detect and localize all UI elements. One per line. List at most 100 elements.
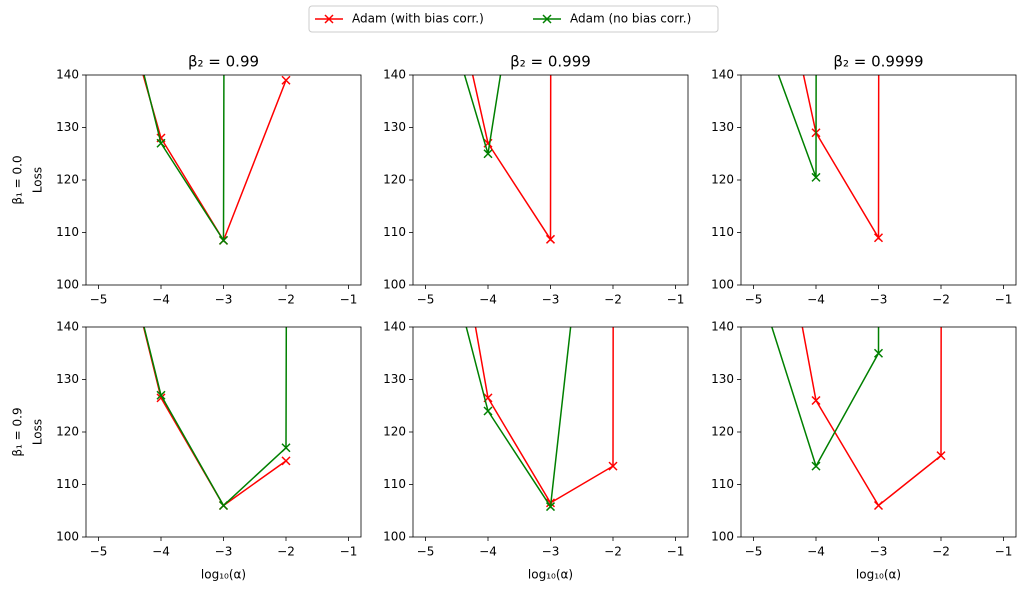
subplot: −5 −4 −3 −2 −1 100 110 120 130 140 log₁₀(α) (711, 61, 1017, 582)
line (777, 75, 817, 178)
y-tick-label: 140 (711, 320, 734, 334)
x-tick-label: −3 (870, 293, 888, 307)
marker (281, 456, 291, 466)
marker (156, 138, 166, 148)
marker (873, 348, 884, 358)
marker (936, 451, 946, 461)
marker (422, 40, 430, 48)
x-axis-label: log₁₀(α) (528, 568, 573, 582)
y-tick-label: 130 (56, 120, 79, 134)
x-tick-label: −4 (807, 545, 825, 559)
row-label: β₁ = 0.0 (11, 155, 25, 204)
subplot-title: β₂ = 0.99 (188, 53, 259, 71)
marker (811, 172, 821, 182)
y-tick-label: 110 (711, 225, 734, 239)
subplot: −5 −4 −3 −2 −1 100 110 120 130 140 β₂ = 0.999 (383, 53, 689, 307)
y-tick-label: 100 (383, 530, 406, 544)
x-axis-label: log₁₀(α) (201, 568, 246, 582)
y-tick-label: 140 (56, 320, 79, 334)
x-tick-label: −2 (604, 545, 622, 559)
x-tick-label: −1 (995, 545, 1013, 559)
x-tick-label: −2 (277, 545, 295, 559)
y-tick-label: 110 (383, 477, 406, 491)
y-tick-label: 130 (383, 120, 406, 134)
marker (608, 461, 618, 471)
y-tick-label: 140 (711, 68, 734, 82)
legend-label: Adam (no bias corr.) (570, 12, 691, 26)
y-tick-label: 120 (711, 425, 734, 439)
x-tick-label: −2 (277, 293, 295, 307)
x-axis-label: log₁₀(α) (856, 568, 901, 582)
line (143, 75, 225, 243)
marker (545, 234, 556, 244)
x-tick-label: −1 (667, 545, 685, 559)
line (465, 327, 572, 509)
x-tick-label: −2 (932, 545, 950, 559)
marker (750, 265, 758, 273)
legend-label: Adam (with bias corr.) (352, 12, 484, 26)
y-tick-label: 110 (383, 225, 406, 239)
subplot: −5 −4 −3 −2 −1 100 110 120 130 140 log₁₀(α) (383, 40, 689, 582)
legend-box (308, 5, 719, 33)
x-tick-label: −3 (542, 293, 560, 307)
y-tick-label: 100 (383, 278, 406, 292)
y-tick-label: 100 (711, 278, 734, 292)
marker (95, 139, 103, 147)
x-tick-label: −5 (745, 545, 763, 559)
legend-marker (324, 14, 334, 24)
x-tick-label: −5 (90, 545, 108, 559)
x-tick-label: −4 (479, 293, 497, 307)
y-tick-label: 140 (383, 68, 406, 82)
y-axis-label: Loss (31, 419, 45, 445)
line (771, 327, 880, 469)
marker (750, 61, 758, 69)
marker (873, 233, 884, 243)
y-tick-label: 110 (56, 225, 79, 239)
marker (281, 75, 291, 85)
x-tick-label: −1 (340, 293, 358, 307)
legend-marker (542, 14, 552, 24)
y-tick-label: 120 (383, 173, 406, 187)
x-tick-label: −3 (215, 545, 233, 559)
x-tick-label: −1 (667, 293, 685, 307)
x-tick-label: −1 (995, 293, 1013, 307)
row-label: β₁ = 0.9 (11, 407, 25, 456)
y-tick-label: 120 (383, 425, 406, 439)
x-tick-label: −3 (870, 545, 888, 559)
x-tick-label: −5 (90, 293, 108, 307)
marker (483, 149, 493, 159)
line (802, 75, 880, 241)
y-tick-label: 120 (56, 173, 79, 187)
y-tick-label: 100 (711, 530, 734, 544)
x-tick-label: −4 (479, 545, 497, 559)
y-tick-label: 120 (711, 173, 734, 187)
marker (483, 406, 493, 416)
y-tick-label: 130 (56, 372, 79, 386)
marker (281, 443, 291, 453)
marker (218, 500, 229, 511)
legend: Adam (with bias corr.) Adam (no bias cor… (308, 5, 719, 33)
x-tick-label: −5 (417, 293, 435, 307)
y-tick-label: 110 (711, 477, 734, 491)
marker (873, 500, 884, 511)
x-tick-label: −5 (417, 545, 435, 559)
marker (811, 395, 821, 406)
x-tick-label: −1 (340, 545, 358, 559)
x-tick-label: −2 (604, 293, 622, 307)
subplot: −5 −4 −3 −2 −1 100 110 120 130 140 β₂ = 0.9999 (711, 3, 1017, 307)
marker (95, 139, 103, 147)
x-tick-label: −4 (152, 293, 170, 307)
line (471, 75, 552, 242)
y-tick-label: 100 (56, 530, 79, 544)
y-tick-label: 100 (56, 278, 79, 292)
subplot: −5 −4 −3 −2 −1 100 110 120 130 140 log₁₀(α) β₁ = 0.… (11, 139, 362, 582)
y-tick-label: 130 (383, 372, 406, 386)
subplot-title: β₂ = 0.9999 (833, 53, 923, 71)
y-tick-label: 130 (711, 372, 734, 386)
marker (750, 3, 758, 11)
line (142, 75, 287, 243)
y-tick-label: 130 (711, 120, 734, 134)
marker (545, 502, 556, 512)
marker (422, 166, 430, 174)
